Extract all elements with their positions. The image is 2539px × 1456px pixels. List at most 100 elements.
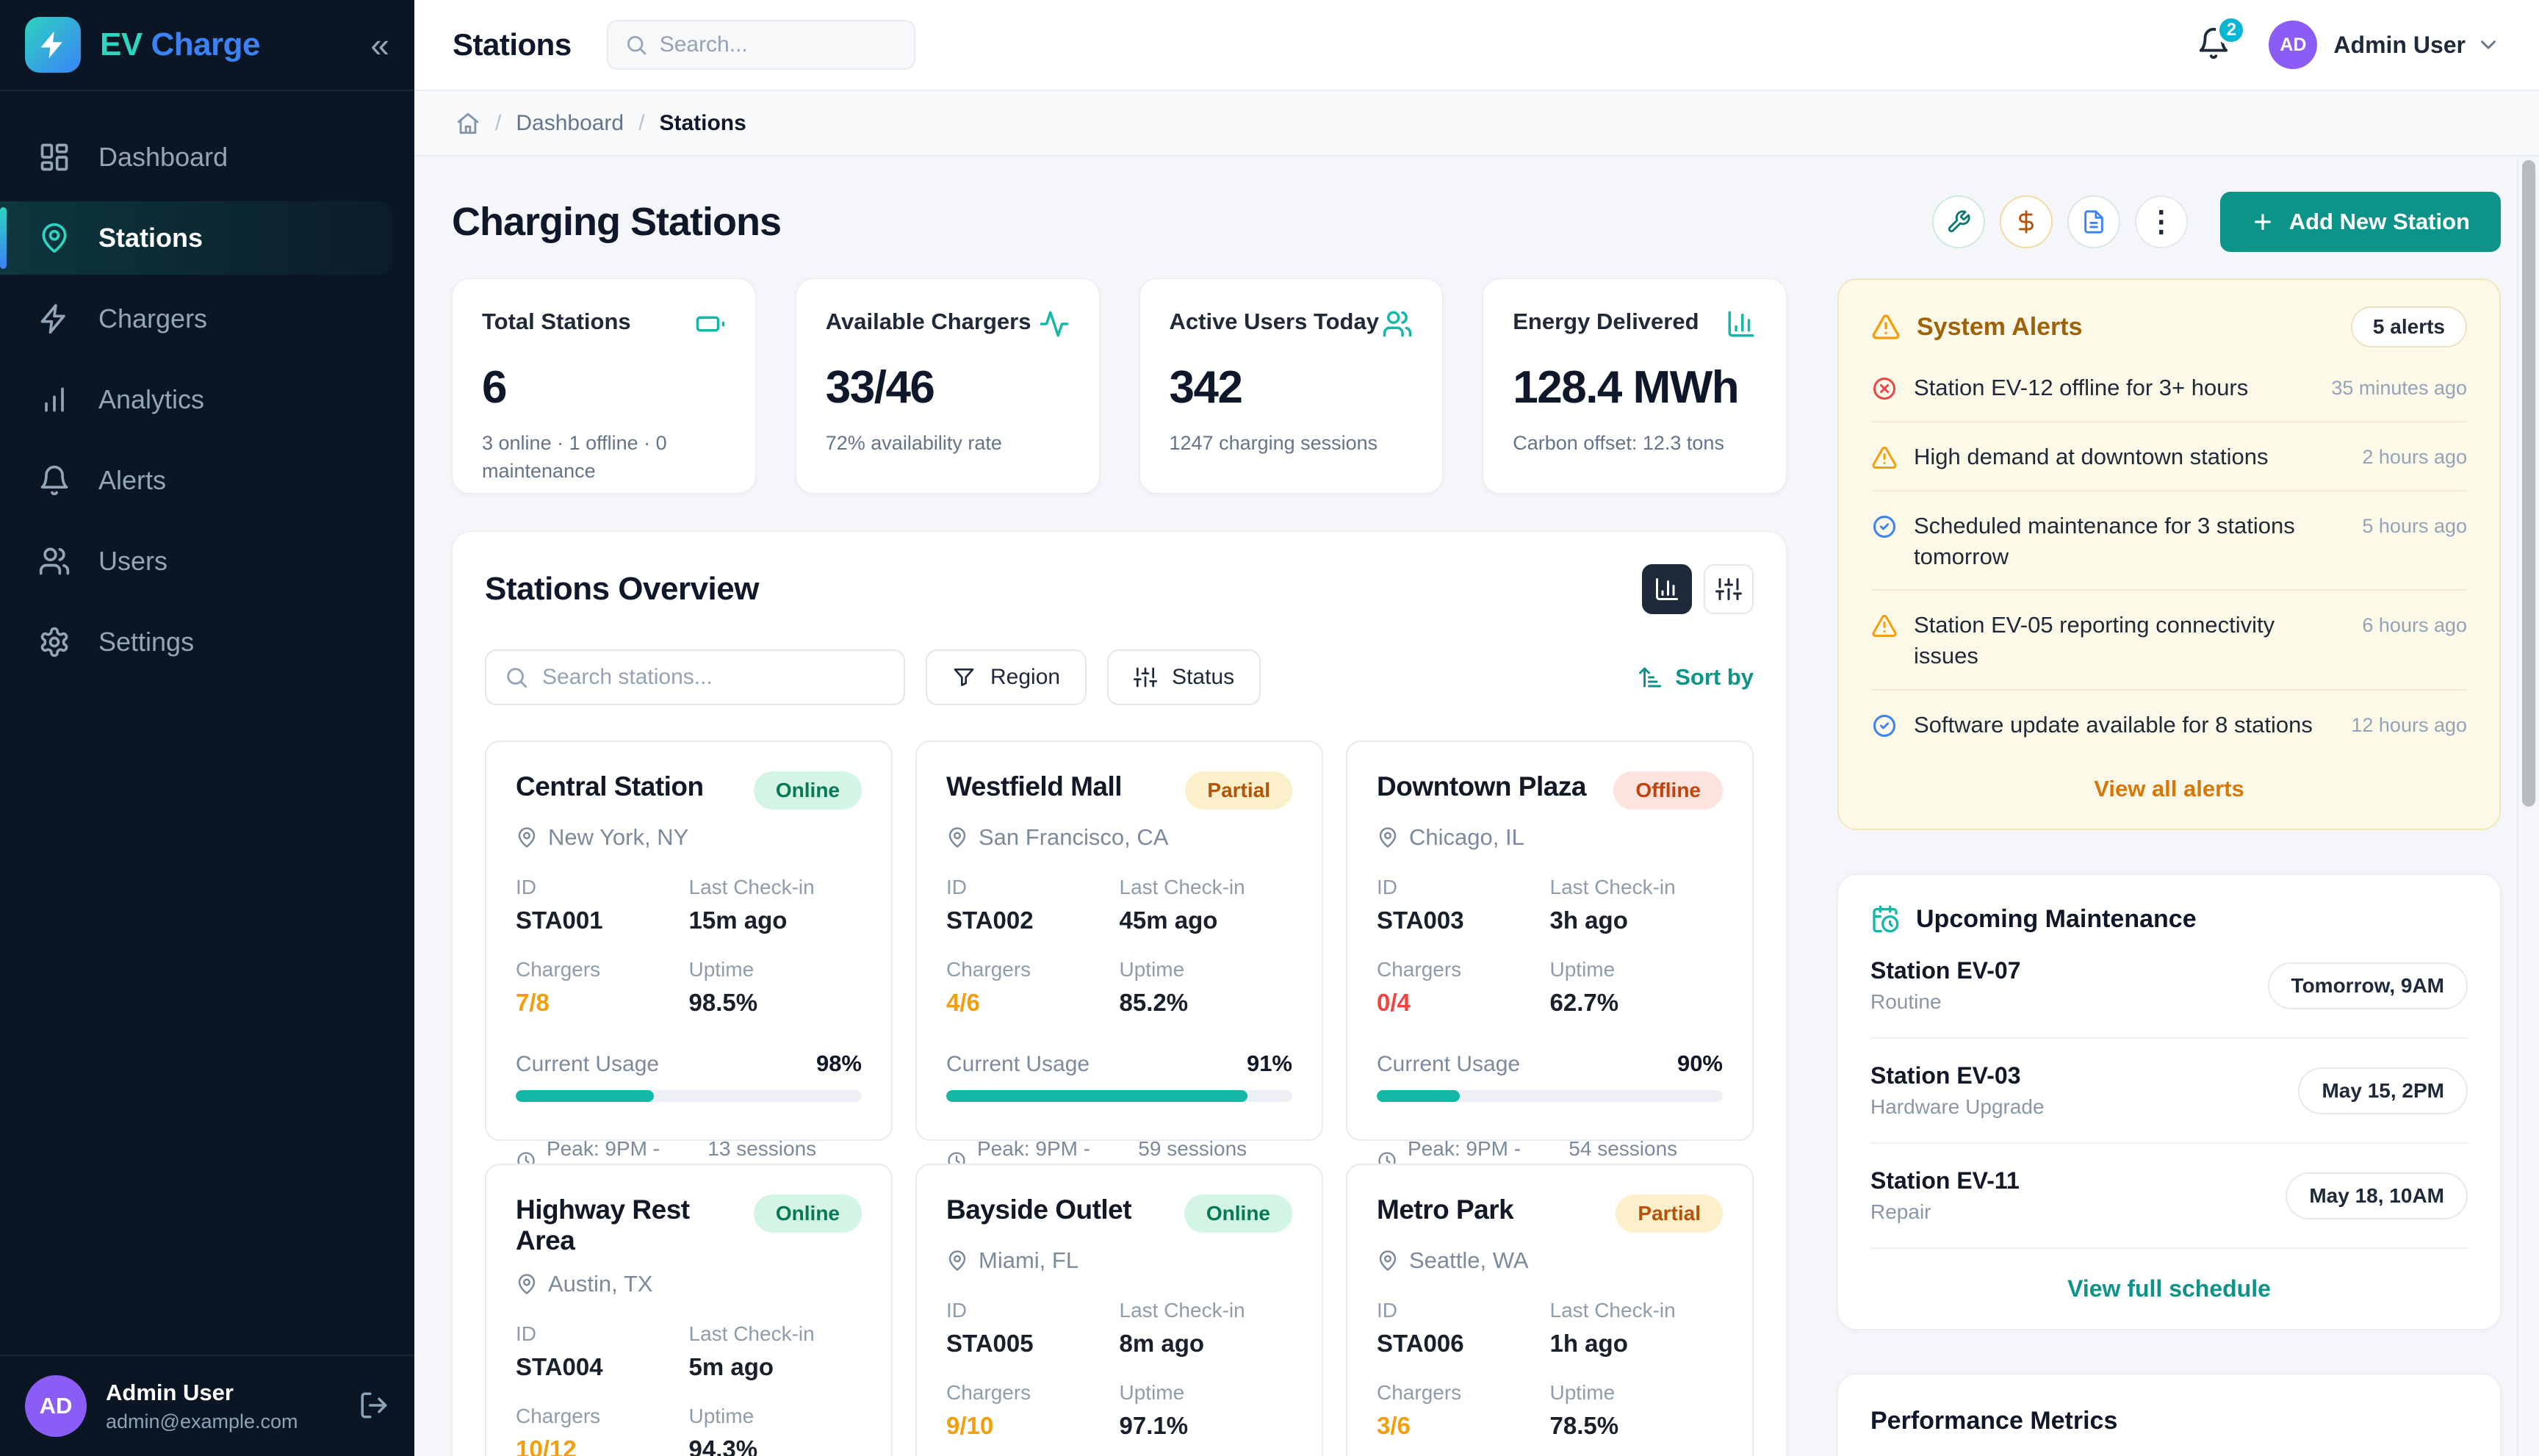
chargers-label: Chargers — [516, 1405, 601, 1427]
map-pin-icon — [948, 827, 966, 848]
station-name: Westfield Mall — [946, 771, 1123, 801]
home-icon[interactable] — [455, 111, 480, 136]
add-new-station-button[interactable]: Add New Station — [2219, 192, 2501, 252]
region-filter-button[interactable]: Region — [926, 649, 1087, 705]
station-card[interactable]: Downtown Plaza Offline Chicago, IL ID STA… — [1346, 740, 1754, 1183]
usage-value: 90% — [1677, 1050, 1723, 1076]
sidebar-item-label: Users — [98, 546, 168, 576]
alert-item[interactable]: High demand at downtown stations 2 hours… — [1871, 424, 2467, 491]
x-circle-icon — [1873, 378, 1895, 400]
maintenance-schedule-badge: Tomorrow, 9AM — [2267, 962, 2468, 1009]
usage-progress-bar — [1377, 1090, 1723, 1102]
maintenance-item[interactable]: Station EV-07 Routine Tomorrow, 9AM — [1870, 934, 2468, 1039]
alert-item[interactable]: Station EV-12 offline for 3+ hours 35 mi… — [1871, 355, 2467, 422]
stat-card-total-stations: Total Stations 6 3 online · 1 offline · … — [452, 278, 756, 494]
sidebar-item-chargers[interactable]: Chargers — [0, 282, 414, 356]
status-filter-label: Status — [1172, 665, 1235, 689]
breadcrumb: / Dashboard / Stations — [414, 91, 2539, 156]
stations-overview-panel: Stations Overview — [452, 531, 1787, 1456]
status-badge: Partial — [1185, 771, 1292, 810]
status-badge: Offline — [1613, 771, 1723, 810]
metrics-panel-title: Performance Metrics — [1870, 1407, 2118, 1435]
alert-item[interactable]: Station EV-05 reporting connectivity iss… — [1871, 592, 2467, 691]
status-badge: Online — [753, 771, 862, 810]
last-checkin-value: 3h ago — [1549, 907, 1628, 934]
chargers-value: 10/12 — [516, 1435, 577, 1456]
search-input[interactable] — [659, 32, 898, 57]
global-search — [606, 20, 915, 70]
station-card[interactable]: Highway Rest Area Online Austin, TX ID ST… — [485, 1164, 893, 1456]
status-filter-button[interactable]: Status — [1107, 649, 1261, 705]
filter-view-toggle[interactable] — [1704, 564, 1754, 614]
sidebar-item-users[interactable]: Users — [0, 525, 414, 598]
notification-badge: 2 — [2216, 14, 2247, 46]
stat-label: Energy Delivered — [1513, 309, 1699, 334]
chart-view-toggle[interactable] — [1642, 564, 1692, 614]
maintenance-tools-button[interactable] — [1931, 195, 1985, 248]
sliders-icon — [1715, 578, 1742, 600]
uptime-label: Uptime — [1549, 1381, 1616, 1404]
maintenance-schedule-badge: May 15, 2PM — [2298, 1067, 2468, 1114]
chargers-label: Chargers — [516, 958, 601, 981]
breadcrumb-separator: / — [638, 110, 645, 135]
alert-text: Station EV-05 reporting connectivity iss… — [1914, 612, 2275, 669]
sidebar-item-alerts[interactable]: Alerts — [0, 444, 414, 517]
avatar[interactable]: AD — [2269, 21, 2318, 69]
stat-value: 33/46 — [825, 362, 935, 413]
plus-icon — [2254, 214, 2271, 230]
more-options-button[interactable]: ⋮ — [2134, 195, 2188, 248]
last-checkin-value: 45m ago — [1119, 907, 1218, 934]
usage-progress-bar — [516, 1090, 862, 1102]
alert-time: 5 hours ago — [2362, 514, 2467, 537]
sidebar-item-dashboard[interactable]: Dashboard — [0, 120, 414, 194]
stat-label: Active Users Today — [1169, 309, 1379, 334]
sliders-icon — [1134, 667, 1158, 688]
maintenance-type: Routine — [1870, 990, 1942, 1013]
last-checkin-label: Last Check-in — [688, 876, 815, 898]
stat-value: 128.4 MWh — [1513, 362, 1739, 413]
station-card[interactable]: Bayside Outlet Online Miami, FL ID STA005… — [915, 1164, 1323, 1456]
stations-search-input[interactable] — [542, 665, 886, 690]
pricing-button[interactable] — [1999, 195, 2053, 248]
sidebar-collapse-button[interactable]: « — [370, 28, 389, 62]
reports-button[interactable] — [2067, 195, 2120, 248]
sidebar-item-settings[interactable]: Settings — [0, 605, 414, 679]
main-area: Stations 2 AD Admin User / Dashboard / S… — [414, 0, 2539, 1456]
uptime-value: 98.5% — [688, 989, 758, 1016]
view-all-alerts-link[interactable]: View all alerts — [2094, 776, 2244, 801]
right-column: System Alerts 5 alerts Station EV-12 off… — [1837, 278, 2501, 1456]
maintenance-item[interactable]: Station EV-03 Hardware Upgrade May 15, 2… — [1870, 1039, 2468, 1144]
alert-item[interactable]: Scheduled maintenance for 3 stations tom… — [1871, 493, 2467, 591]
alerts-list: Station EV-12 offline for 3+ hours 35 mi… — [1871, 353, 2467, 760]
chart-column-icon — [1728, 311, 1754, 337]
search-icon — [627, 36, 647, 55]
sort-by-button[interactable]: Sort by — [1637, 664, 1754, 691]
wrench-icon — [1948, 210, 1970, 233]
alert-time: 12 hours ago — [2351, 714, 2467, 737]
last-checkin-label: Last Check-in — [1549, 1299, 1676, 1322]
notifications-button[interactable]: 2 — [2197, 14, 2247, 64]
station-card[interactable]: Westfield Mall Partial San Francisco, CA… — [915, 740, 1323, 1183]
alert-item[interactable]: Software update available for 8 stations… — [1871, 692, 2467, 758]
app-logo — [25, 17, 81, 73]
station-card[interactable]: Metro Park Partial Seattle, WA ID STA006 … — [1346, 1164, 1754, 1456]
sidebar-item-stations[interactable]: Stations — [0, 201, 392, 275]
view-toggles — [1642, 564, 1754, 614]
logout-icon — [361, 1392, 387, 1418]
warning-triangle-icon — [1872, 314, 1900, 339]
breadcrumb-dashboard[interactable]: Dashboard — [516, 110, 624, 135]
station-card[interactable]: Central Station Online New York, NY ID ST… — [485, 740, 893, 1183]
content: Charging Stations ⋮ Add New Station — [414, 156, 2539, 1456]
view-full-schedule-link[interactable]: View full schedule — [2067, 1275, 2271, 1302]
chevron-down-icon[interactable] — [2476, 32, 2501, 57]
maintenance-item[interactable]: Station EV-11 Repair May 18, 10AM — [1870, 1144, 2468, 1249]
station-id: STA006 — [1377, 1330, 1464, 1357]
station-location: Seattle, WA — [1409, 1247, 1529, 1273]
kebab-icon: ⋮ — [2146, 206, 2176, 238]
logout-button[interactable] — [359, 1390, 389, 1423]
users-icon — [1383, 311, 1412, 337]
station-id: STA002 — [946, 907, 1034, 934]
sidebar-item-analytics[interactable]: Analytics — [0, 363, 414, 436]
scrollbar-thumb[interactable] — [2522, 160, 2535, 807]
check-circle-icon — [1873, 515, 1895, 538]
